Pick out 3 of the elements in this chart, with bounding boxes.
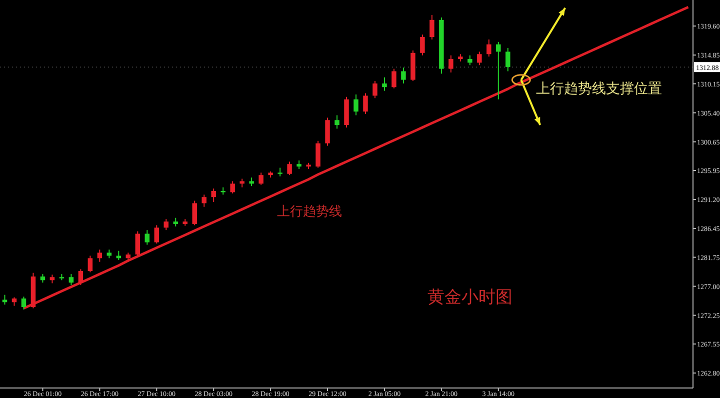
annotation: 上行趋势线支撑位置 — [536, 80, 662, 97]
annotation: 上行趋势线 — [277, 203, 342, 218]
annotation: 黄金小时图 — [428, 288, 513, 307]
